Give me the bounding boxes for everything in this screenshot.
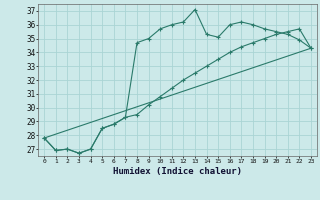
X-axis label: Humidex (Indice chaleur): Humidex (Indice chaleur)	[113, 167, 242, 176]
